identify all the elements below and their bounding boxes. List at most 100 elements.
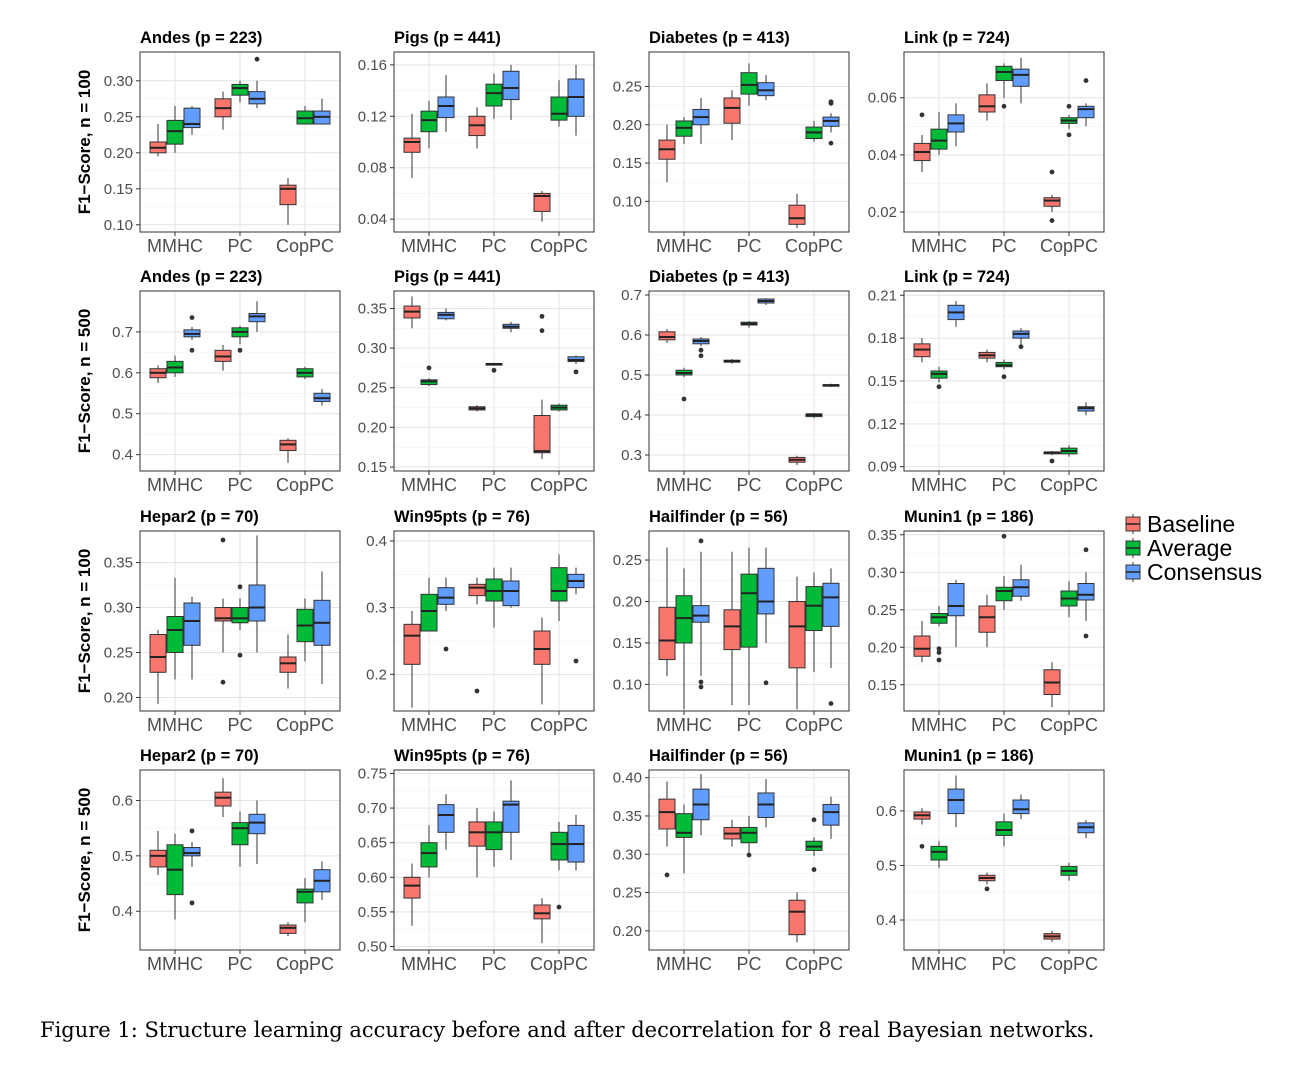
- box-MMHC-average: [420, 365, 438, 387]
- y-tick-label: 0.04: [358, 211, 387, 228]
- panel-6: 0.3 0.4 0.5 0.6 0.7 MMHC PC CopPC Diabetes (p = …: [621, 268, 850, 495]
- box-body: [437, 96, 455, 119]
- panel-border: [903, 51, 1105, 233]
- box-CopPC-average: [550, 821, 568, 910]
- box-PC-consensus: [757, 547, 775, 686]
- panel-7: 0.09 0.12 0.15 0.18 0.21 MMHC PC CopPC Link (p =…: [868, 268, 1105, 495]
- x-tick-label: MMHC: [147, 236, 203, 256]
- outlier-point: [1083, 547, 1089, 553]
- box-body: [403, 876, 421, 899]
- outlier-point: [573, 369, 579, 375]
- box-PC-consensus: [1012, 57, 1030, 104]
- x-tick-label: CopPC: [785, 475, 843, 495]
- outlier-point: [698, 684, 704, 690]
- box-MMHC-baseline: [658, 124, 676, 183]
- x-tick-label: PC: [481, 475, 506, 495]
- row-label: F1−Score, n = 500: [75, 788, 94, 933]
- y-tick-label: 0.35: [104, 555, 133, 572]
- legend-label: Baseline: [1147, 511, 1235, 537]
- box-body: [1077, 583, 1095, 601]
- box-body: [248, 584, 266, 622]
- box-body: [740, 72, 758, 95]
- panel-title: Munin1 (p = 186): [904, 747, 1034, 765]
- box-body: [692, 605, 710, 623]
- box-CopPC-baseline: [788, 193, 806, 229]
- box-body: [550, 831, 568, 861]
- box-body: [1012, 799, 1030, 815]
- box-MMHC-consensus: [437, 308, 455, 321]
- y-tick-label: 0.15: [613, 155, 642, 172]
- y-tick-label: 0.10: [613, 676, 642, 693]
- box-PC-average: [485, 362, 503, 373]
- y-tick-label: 0.15: [868, 677, 897, 694]
- box-CopPC-baseline: [788, 892, 806, 943]
- panel-title: Andes (p = 223): [140, 268, 262, 286]
- panel-2: 0.10 0.15 0.20 0.25 MMHC PC CopPC Diabetes (p =…: [613, 29, 850, 256]
- outlier-point: [254, 56, 260, 62]
- panel-title: Andes (p = 223): [140, 29, 262, 47]
- box-PC-baseline: [468, 405, 486, 412]
- box-MMHC-consensus: [947, 775, 965, 828]
- box-CopPC-average: [805, 817, 823, 872]
- box-PC-average: [995, 813, 1013, 847]
- box-CopPC-average: [805, 413, 823, 419]
- outlier-point: [220, 537, 226, 543]
- box-body: [533, 192, 551, 212]
- outlier-point: [811, 867, 817, 872]
- x-tick-label: MMHC: [401, 236, 457, 256]
- box-CopPC-baseline: [533, 617, 551, 705]
- legend-label: Average: [1147, 535, 1232, 561]
- y-tick-label: 0.35: [358, 300, 387, 317]
- panel-title: Link (p = 724): [904, 268, 1010, 286]
- y-tick-label: 0.40: [613, 770, 642, 787]
- box-CopPC-consensus: [822, 796, 840, 839]
- y-tick-label: 0.7: [621, 287, 642, 304]
- box-MMHC-consensus: [437, 75, 455, 132]
- x-tick-label: CopPC: [276, 954, 334, 974]
- box-CopPC-consensus: [1077, 78, 1095, 127]
- y-tick-label: 0.3: [621, 447, 642, 464]
- box-MMHC-consensus: [947, 103, 965, 147]
- legend-item-baseline: Baseline: [1125, 511, 1235, 537]
- x-tick-label: MMHC: [911, 236, 967, 256]
- box-body: [550, 567, 568, 602]
- panel-title: Pigs (p = 441): [394, 268, 501, 286]
- y-tick-label: 0.30: [868, 564, 897, 581]
- box-CopPC-average: [550, 80, 568, 127]
- box-CopPC-average: [805, 120, 823, 142]
- outlier-point: [664, 872, 670, 878]
- x-tick-label: MMHC: [656, 475, 712, 495]
- y-tick-label: 0.15: [104, 181, 133, 198]
- box-CopPC-baseline: [533, 313, 551, 460]
- box-body: [1077, 105, 1095, 119]
- box-body: [248, 313, 266, 323]
- panel-border: [903, 530, 1105, 712]
- y-tick-label: 0.35: [868, 527, 897, 544]
- box-body: [913, 635, 931, 657]
- box-PC-consensus: [1012, 794, 1030, 820]
- box-body: [740, 826, 758, 844]
- panel-border: [648, 51, 850, 233]
- y-tick-label: 0.6: [112, 365, 133, 382]
- y-tick-label: 0.60: [358, 869, 387, 886]
- y-tick-label: 0.65: [358, 835, 387, 852]
- panel-1: 0.04 0.08 0.12 0.16 MMHC PC CopPC Pigs (p = 441…: [358, 29, 595, 256]
- box-body: [930, 128, 948, 150]
- box-PC-average: [231, 325, 249, 353]
- panel-border: [139, 530, 341, 712]
- outlier-point: [189, 828, 195, 834]
- x-tick-label: PC: [481, 954, 506, 974]
- outlier-point: [828, 140, 834, 146]
- box-CopPC-consensus: [1077, 547, 1095, 639]
- box-MMHC-average: [675, 568, 693, 710]
- outlier-point: [936, 650, 942, 655]
- box-PC-consensus: [757, 779, 775, 828]
- panel-8: 0.20 0.25 0.30 0.35 MMHC PC CopPC Hepar2 (p = 7…: [104, 508, 341, 735]
- box-PC-baseline: [978, 349, 996, 363]
- outlier-point: [1049, 458, 1055, 464]
- box-PC-consensus: [1012, 564, 1030, 601]
- x-tick-label: CopPC: [785, 236, 843, 256]
- box-CopPC-baseline: [279, 438, 297, 463]
- box-body: [995, 586, 1013, 602]
- x-tick-label: CopPC: [530, 954, 588, 974]
